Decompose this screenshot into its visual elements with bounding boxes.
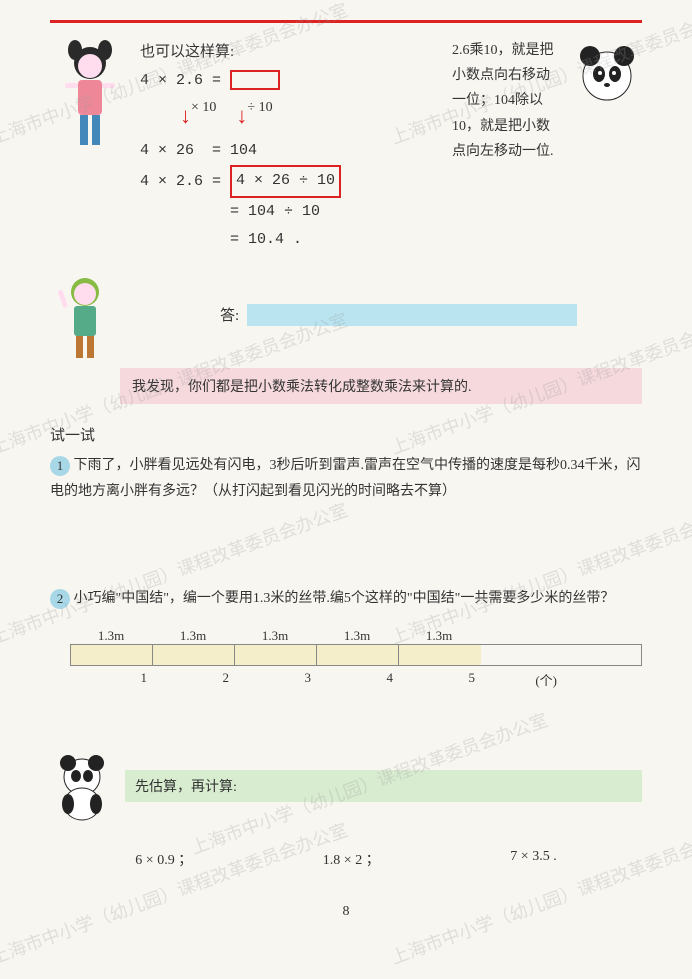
ribbon-bar bbox=[70, 644, 642, 666]
calculation-section: 也可以这样算: 4 × 2.6 = ↓× 10 ↓÷ 10 4 × 26 = 1… bbox=[50, 38, 642, 255]
estimate-title: 先估算，再计算: bbox=[125, 770, 642, 802]
down-arrow-icon: ↓ bbox=[236, 95, 247, 137]
ribbon-count-labels: 1 2 3 4 5 (个) bbox=[70, 670, 642, 689]
arrow-row: ↓× 10 ↓÷ 10 bbox=[140, 95, 442, 137]
answer-label: 答: bbox=[220, 304, 239, 325]
problem-number: 1 bbox=[50, 456, 70, 476]
ribbon-top-labels: 1.3m 1.3m 1.3m 1.3m 1.3m bbox=[70, 628, 642, 644]
calc-line-5: = 10.4 . bbox=[140, 226, 442, 255]
calc-line-1: 4 × 2.6 = bbox=[140, 67, 442, 96]
page-number: 8 bbox=[50, 904, 642, 920]
calc-line-2: 4 × 26 = 104 bbox=[140, 137, 442, 166]
calculation-exercises: 6 × 0.9 ； 1.8 × 2 ； 7 × 3.5 . bbox=[50, 849, 642, 869]
exercise-3: 7 × 3.5 . bbox=[510, 849, 556, 869]
discovery-note: 我发现，你们都是把小数乘法转化成整数乘法来计算的. bbox=[120, 368, 642, 404]
top-divider bbox=[50, 20, 642, 23]
watermark: 上海市中小学（幼儿园）课程改革委员会办公室 bbox=[0, 816, 351, 970]
side-explanation: 2.6乘10，就是把小数点向右移动一位；104除以10，就是把小数点向左移动一位… bbox=[452, 38, 562, 255]
problem-number: 2 bbox=[50, 589, 70, 609]
problem-2: 2 小巧编"中国结"，编一个要用1.3米的丝带.编5个这样的"中国结"一共需要多… bbox=[50, 586, 642, 613]
try-title: 试一试 bbox=[50, 424, 642, 445]
estimate-section: 先估算，再计算: bbox=[50, 749, 642, 824]
down-arrow-icon: ↓ bbox=[180, 95, 191, 137]
boy-illustration bbox=[50, 270, 120, 360]
ribbon-diagram: 1.3m 1.3m 1.3m 1.3m 1.3m 1 2 3 4 5 (个) bbox=[70, 628, 642, 689]
calculation-steps: 也可以这样算: 4 × 2.6 = ↓× 10 ↓÷ 10 4 × 26 = 1… bbox=[140, 38, 442, 255]
empty-answer-box bbox=[230, 70, 280, 90]
ribbon-segment bbox=[235, 645, 317, 665]
problem-1: 1 下雨了，小胖看见远处有闪电，3秒后听到雷声.雷声在空气中传播的速度是每秒0.… bbox=[50, 453, 642, 506]
boxed-expression: 4 × 26 ÷ 10 bbox=[230, 165, 341, 198]
answer-blank bbox=[247, 304, 577, 326]
panda-illustration bbox=[572, 38, 642, 108]
calc-title: 也可以这样算: bbox=[140, 38, 442, 67]
answer-row: 答: bbox=[50, 270, 642, 360]
exercise-2: 1.8 × 2 ； bbox=[323, 849, 380, 869]
ribbon-segment bbox=[399, 645, 481, 665]
problem-text: 小巧编"中国结"，编一个要用1.3米的丝带.编5个这样的"中国结"一共需要多少米… bbox=[74, 591, 615, 606]
exercise-1: 6 × 0.9 ； bbox=[135, 849, 192, 869]
watermark: 上海市中小学（幼儿园）课程改革委员会办公室 bbox=[387, 816, 692, 970]
calc-line-4: = 104 ÷ 10 bbox=[140, 198, 442, 227]
girl-illustration bbox=[50, 38, 130, 158]
ribbon-segment bbox=[317, 645, 399, 665]
ribbon-segment bbox=[71, 645, 153, 665]
problem-text: 下雨了，小胖看见远处有闪电，3秒后听到雷声.雷声在空气中传播的速度是每秒0.34… bbox=[50, 458, 641, 500]
calc-line-3: 4 × 2.6 = 4 × 26 ÷ 10 bbox=[140, 165, 442, 198]
panda-illustration-2 bbox=[50, 749, 115, 824]
ribbon-segment bbox=[153, 645, 235, 665]
